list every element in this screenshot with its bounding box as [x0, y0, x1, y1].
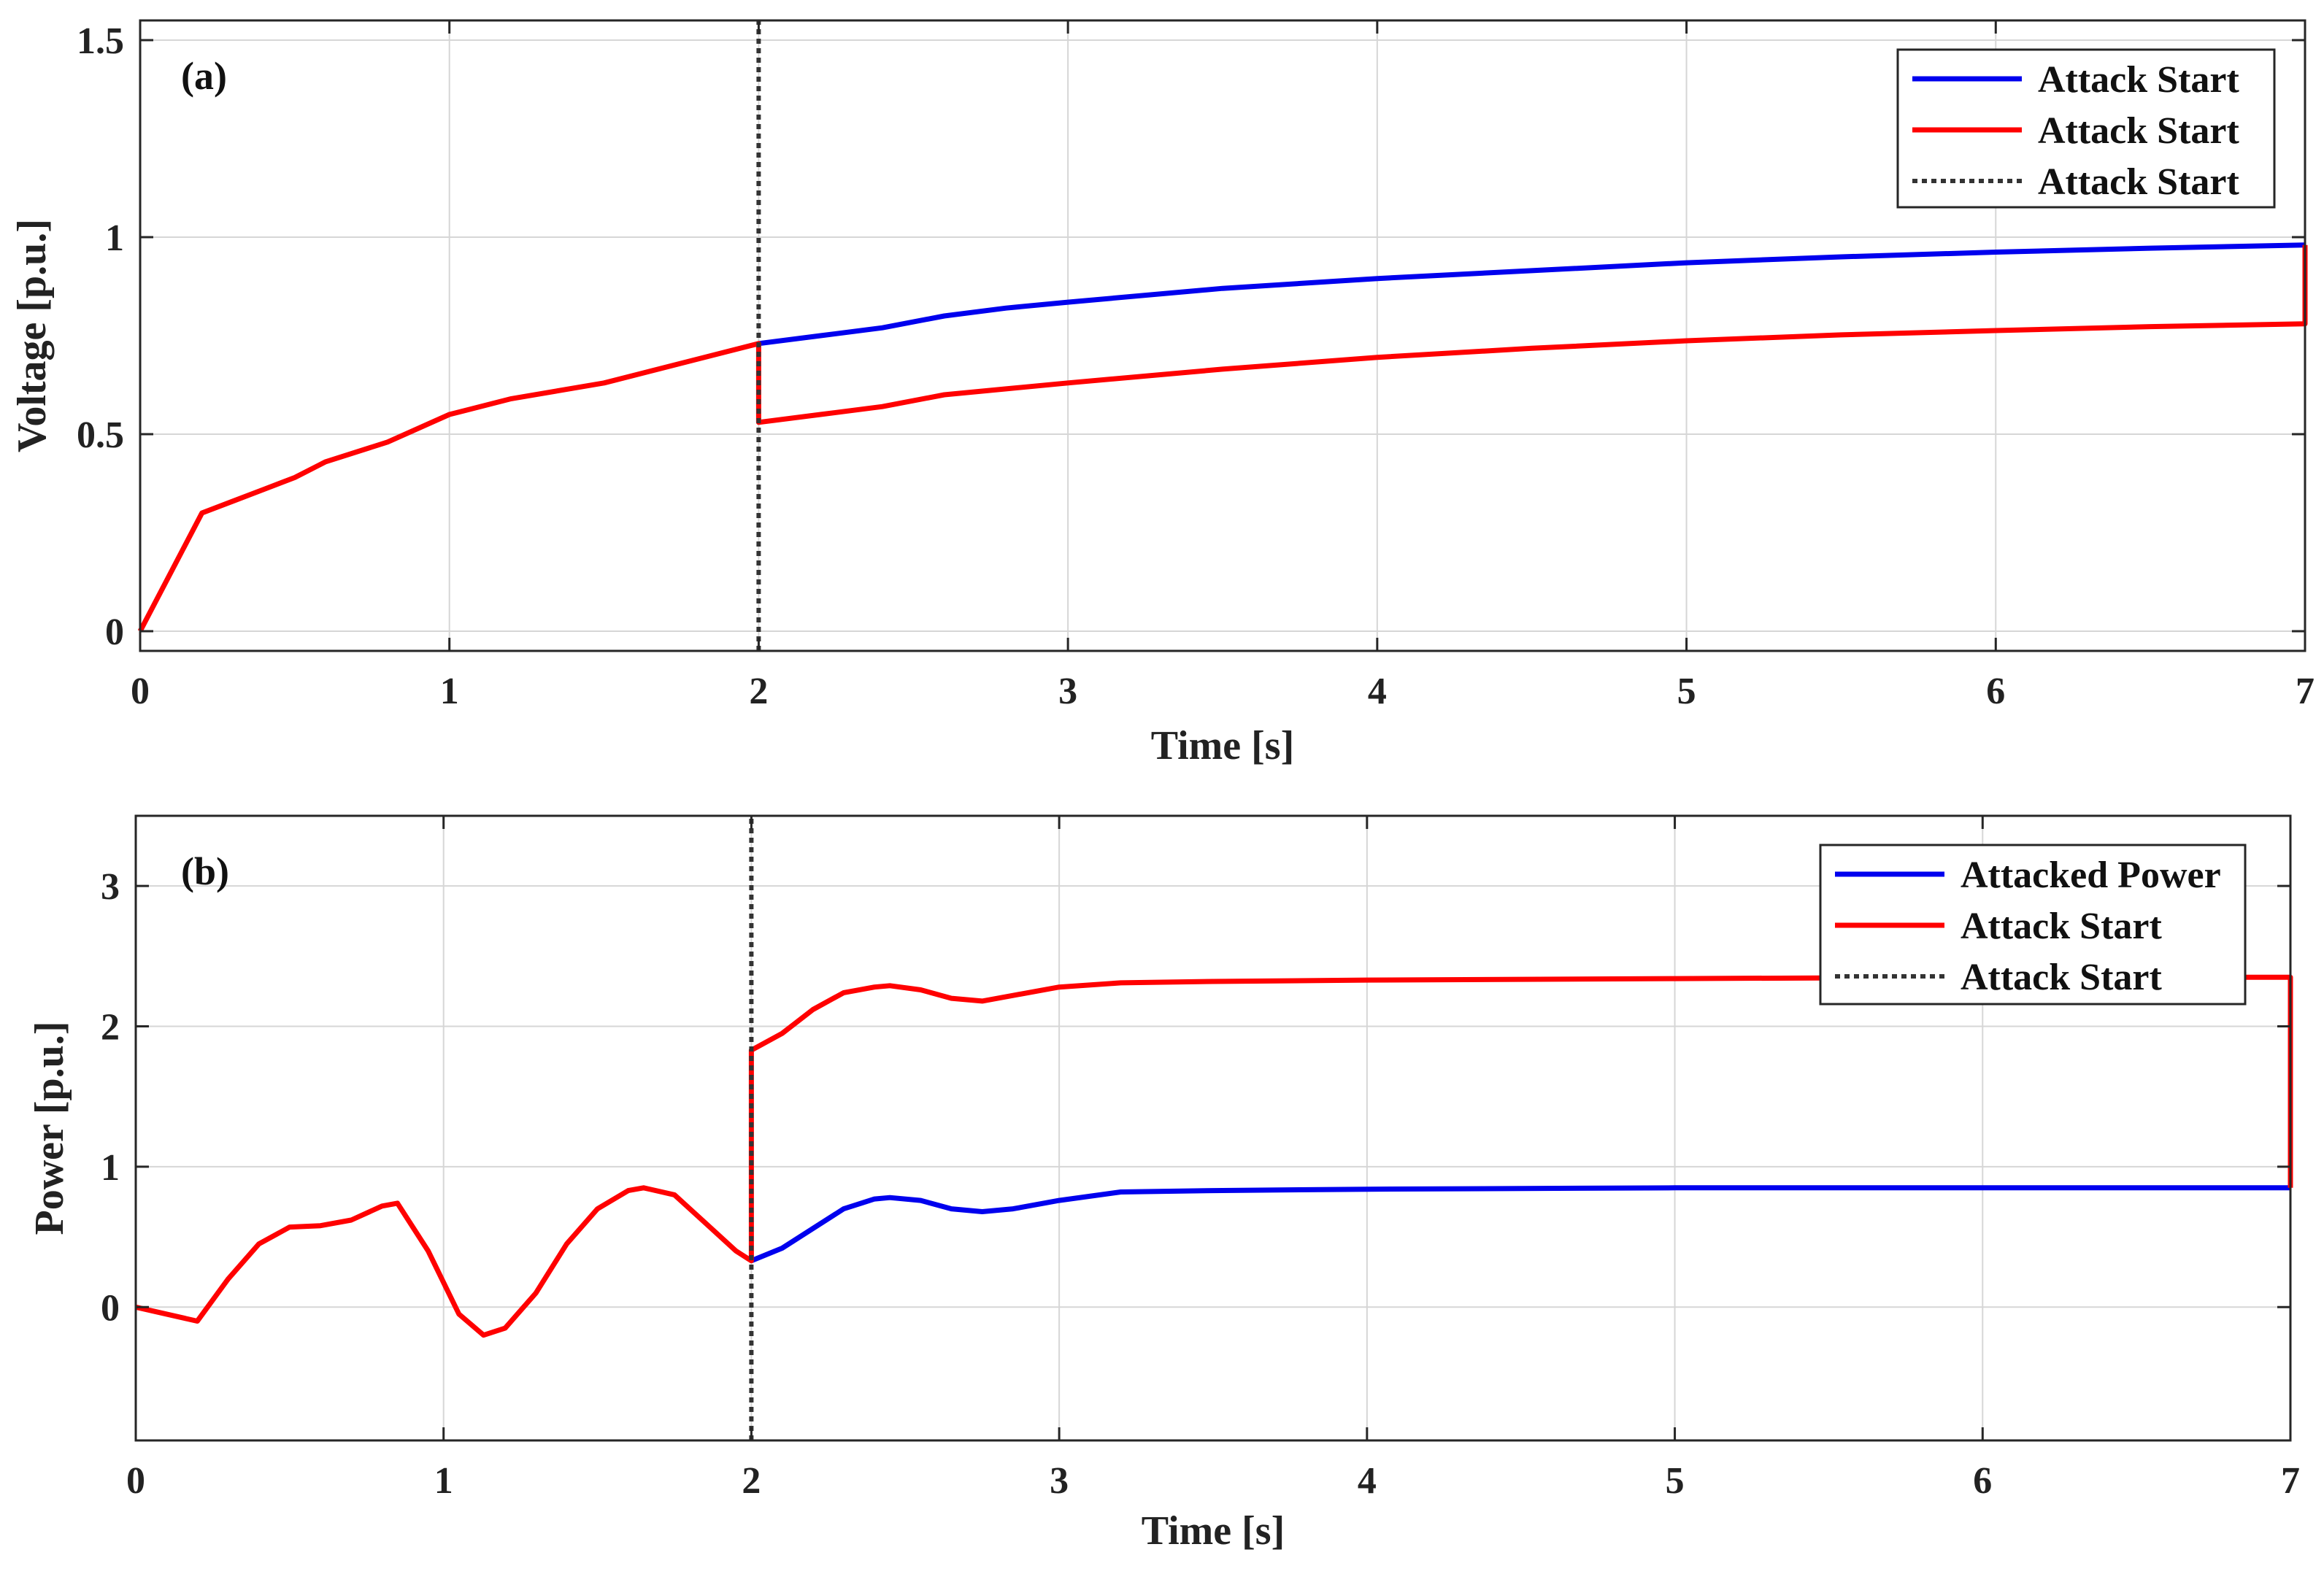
legend-label: Attacked Power [1961, 854, 2221, 896]
x-tick-label: 5 [1677, 671, 1696, 712]
legend-label: Attack Start [2038, 110, 2240, 152]
y-tick-label: 2 [101, 1007, 120, 1049]
x-tick-label: 7 [2296, 671, 2315, 712]
x-tick-label: 2 [749, 671, 768, 712]
x-tick-label: 2 [742, 1460, 761, 1502]
x-tick-label: 0 [126, 1460, 145, 1502]
x-tick-label: 6 [1986, 671, 2005, 712]
x-tick-label: 3 [1058, 671, 1077, 712]
x-tick-label: 7 [2281, 1460, 2300, 1502]
voltage-chart: 0 1 2 3 4 5 6 7 0 0.5 1 1.5 Time [s] Voltage [p.u.] (a… [9, 19, 2315, 768]
legend: Attack Start Attack Start Attack Start [1896, 48, 2276, 209]
x-axis-label: Time [s] [1151, 723, 1295, 768]
series-line-1 [135, 974, 2293, 1338]
y-tick-label: 3 [101, 866, 120, 908]
y-axis-label: Voltage [p.u.] [9, 219, 55, 452]
series-line-0 [758, 242, 2306, 347]
panel-label: (b) [181, 849, 229, 893]
y-tick-label: 1 [101, 1147, 120, 1189]
legend-label: Attack Start [1961, 957, 2163, 998]
x-tick-label: 5 [1666, 1460, 1685, 1502]
x-tick-label: 6 [1973, 1460, 1992, 1502]
x-tick-label: 3 [1050, 1460, 1069, 1502]
y-tick-label: 1 [105, 217, 124, 259]
panel-label: (a) [181, 54, 227, 98]
x-tick-label: 1 [440, 671, 459, 712]
legend-label: Attack Start [2038, 161, 2240, 203]
x-tick-label: 0 [131, 671, 150, 712]
series-line-0 [750, 1185, 2290, 1264]
y-axis-label: Power [p.u.] [27, 1022, 72, 1235]
x-axis-label: Time [s] [1142, 1508, 1285, 1554]
x-tick-label: 4 [1368, 671, 1387, 712]
y-tick-label: 1.5 [77, 20, 124, 62]
x-tick-label: 1 [434, 1460, 453, 1502]
power-chart: 0 1 2 3 4 5 6 7 0 1 2 3 Time [s] Power [p.u.] (b) Attac… [27, 814, 2300, 1554]
y-tick-label: 0.5 [77, 414, 124, 456]
y-tick-label: 0 [105, 611, 124, 653]
legend-label: Attack Start [2038, 59, 2240, 101]
axes-frame [134, 814, 2292, 1442]
legend: Attacked Power Attack Start Attack Start [1819, 844, 2247, 1006]
series-line-1 [137, 244, 2308, 633]
x-tick-label: 4 [1358, 1460, 1377, 1502]
axes-frame [139, 19, 2306, 652]
legend-label: Attack Start [1961, 906, 2163, 947]
y-tick-label: 0 [101, 1287, 120, 1329]
